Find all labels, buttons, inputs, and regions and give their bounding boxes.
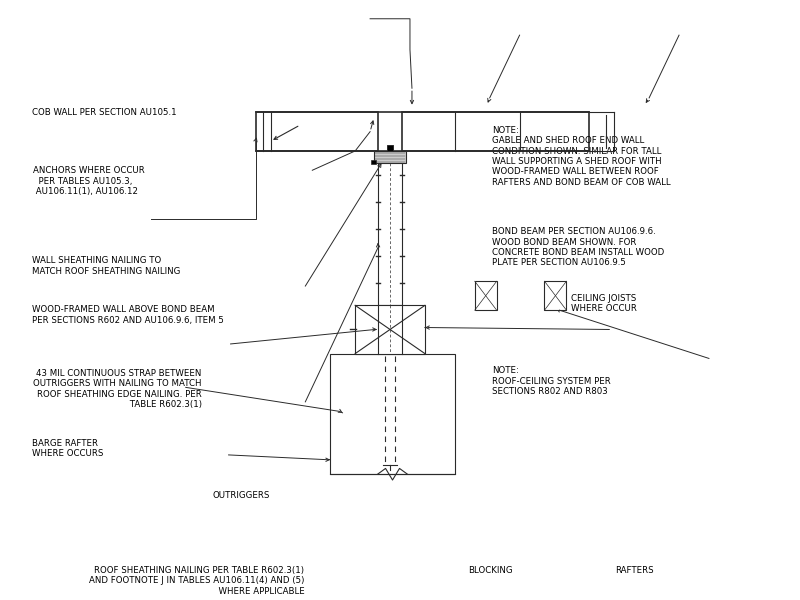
Text: ROOF SHEATHING NAILING PER TABLE R602.3(1)
AND FOOTNOTE J IN TABLES AU106.11(4) : ROOF SHEATHING NAILING PER TABLE R602.3(… [89, 566, 304, 596]
Text: RAFTERS: RAFTERS [615, 566, 654, 575]
Bar [355, 305, 425, 353]
Text: OUTRIGGERS: OUTRIGGERS [213, 491, 270, 500]
Bar [330, 353, 455, 474]
Text: 43 MIL CONTINUOUS STRAP BETWEEN
OUTRIGGERS WITH NAILING TO MATCH
ROOF SHEATHING : 43 MIL CONTINUOUS STRAP BETWEEN OUTRIGGE… [34, 369, 202, 409]
Text: WOOD-FRAMED WALL ABOVE BOND BEAM
PER SECTIONS R602 AND AU106.9.6, ITEM 5: WOOD-FRAMED WALL ABOVE BOND BEAM PER SEC… [32, 305, 223, 325]
Text: BLOCKING: BLOCKING [468, 566, 512, 575]
Text: CEILING JOISTS
WHERE OCCUR: CEILING JOISTS WHERE OCCUR [571, 294, 638, 313]
Text: ANCHORS WHERE OCCUR
  PER TABLES AU105.3,
 AU106.11(1), AU106.12: ANCHORS WHERE OCCUR PER TABLES AU105.3, … [34, 166, 145, 196]
Bar [545, 281, 566, 310]
Text: BOND BEAM PER SECTION AU106.9.6.
WOOD BOND BEAM SHOWN. FOR
CONCRETE BOND BEAM IN: BOND BEAM PER SECTION AU106.9.6. WOOD BO… [492, 227, 664, 268]
Text: BARGE RAFTER
WHERE OCCURS: BARGE RAFTER WHERE OCCURS [32, 439, 103, 458]
Text: NOTE:
GABLE AND SHED ROOF END WALL
CONDITION SHOWN. SIMILAR FOR TALL
WALL SUPPOR: NOTE: GABLE AND SHED ROOF END WALL CONDI… [492, 126, 670, 187]
Bar [474, 281, 497, 310]
Bar [387, 145, 393, 151]
Bar [402, 112, 590, 151]
Text: COB WALL PER SECTION AU105.1: COB WALL PER SECTION AU105.1 [32, 109, 176, 118]
Bar [374, 151, 406, 163]
Bar [371, 160, 376, 164]
Bar [255, 112, 378, 151]
Bar [378, 151, 402, 305]
Text: NOTE:
ROOF-CEILING SYSTEM PER
SECTIONS R802 AND R803: NOTE: ROOF-CEILING SYSTEM PER SECTIONS R… [492, 366, 610, 396]
Text: WALL SHEATHING NAILING TO
MATCH ROOF SHEATHING NAILING: WALL SHEATHING NAILING TO MATCH ROOF SHE… [32, 256, 180, 275]
